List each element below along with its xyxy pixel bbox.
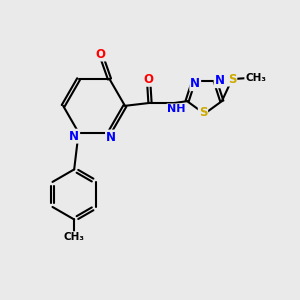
Text: S: S [228,73,236,85]
Text: N: N [106,130,116,143]
Text: O: O [96,47,106,61]
Text: NH: NH [167,104,186,114]
Text: S: S [199,106,207,119]
Text: CH₃: CH₃ [245,73,266,82]
Text: N: N [69,130,79,142]
Text: N: N [214,74,225,87]
Text: CH₃: CH₃ [64,232,85,242]
Text: O: O [143,73,154,86]
Text: N: N [190,77,200,90]
